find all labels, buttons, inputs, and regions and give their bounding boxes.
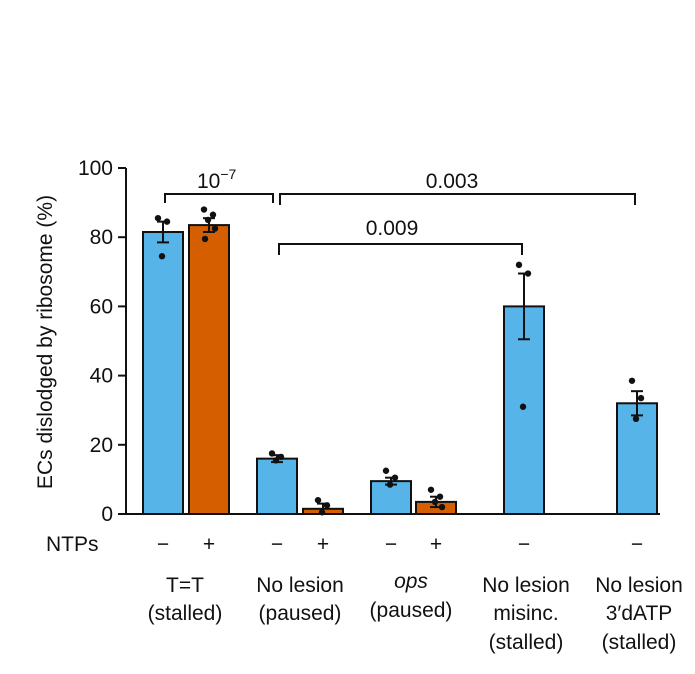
group-status-nolesion-paused: (paused) (259, 602, 342, 625)
group-label-ttt: T=T (166, 574, 204, 597)
data-point (201, 235, 209, 243)
group-label-misinc: No lesion (482, 574, 570, 597)
group-sublabel-3dATP: 3′dATP (606, 602, 673, 625)
data-point (211, 225, 219, 232)
data-point (436, 493, 444, 500)
data-point (386, 481, 394, 488)
data-point (632, 415, 640, 423)
group-label-3dATP: No lesion (595, 574, 683, 597)
group-sublabel-misinc: misinc. (493, 602, 558, 625)
bars-layer (142, 206, 658, 516)
bracket-nolesion-vs-misinc (278, 243, 523, 255)
pvalue-ttt-vs-nolesion: 10−7 (197, 166, 237, 193)
data-point (431, 498, 439, 506)
y-tick-label-40: 40 (90, 365, 113, 388)
data-point (628, 377, 636, 384)
data-point (438, 503, 446, 511)
y-tick-label-60: 60 (90, 295, 113, 318)
group-status-misinc: (stalled) (489, 631, 564, 654)
ntp-sign-g4-0: − (631, 533, 643, 556)
data-point (268, 450, 276, 457)
bar-g0-minus (142, 231, 184, 515)
y-tick-label-20: 20 (90, 434, 113, 457)
bar-g1-minus (256, 457, 298, 516)
data-point (391, 474, 399, 481)
ntp-sign-g1-1: + (317, 533, 329, 556)
data-point (382, 467, 390, 474)
data-point (158, 253, 166, 260)
data-point (637, 394, 645, 402)
ntp-signs: − + − + − + − − (157, 533, 643, 556)
pvalue-nolesion-vs-3dATP: 0.003 (426, 170, 479, 193)
data-point (272, 457, 280, 464)
ntps-row-label: NTPs (46, 533, 99, 556)
y-tick-label-100: 100 (78, 157, 113, 180)
group-status-3dATP: (stalled) (602, 631, 677, 654)
pvalue-nolesion-vs-misinc: 0.009 (366, 217, 419, 240)
bar-g3-minus (503, 305, 545, 515)
group-label-ops: ops (394, 570, 428, 593)
ntp-sign-g0-0: − (157, 533, 169, 556)
data-point (163, 218, 171, 225)
ntp-sign-g2-0: − (385, 533, 397, 556)
group-label-nolesion-paused: No lesion (256, 574, 344, 597)
group-labels: T=T (stalled) No lesion (paused) ops (pa… (148, 570, 683, 654)
comparison-brackets: 10−7 0.003 0.009 (164, 166, 636, 255)
group-status-ops: (paused) (370, 599, 453, 622)
bracket-ttt-vs-nolesion (164, 193, 274, 203)
y-axis-ticks: 0 20 40 60 80 100 (78, 157, 126, 526)
group-status-ttt: (stalled) (148, 602, 223, 625)
data-point (204, 216, 212, 224)
data-point (519, 403, 527, 410)
data-point (154, 214, 162, 222)
data-point (427, 486, 435, 493)
data-point (209, 211, 217, 218)
y-axis-label: ECs dislodged by ribosome (%) (34, 195, 57, 489)
data-point (515, 261, 523, 269)
ntp-sign-g2-1: + (430, 533, 442, 556)
bracket-nolesion-vs-3dATP (279, 193, 636, 205)
data-point (314, 496, 322, 504)
ntp-sign-g0-1: + (203, 533, 215, 556)
ntp-sign-g3-0: − (518, 533, 530, 556)
data-point (524, 270, 532, 277)
data-point (200, 206, 208, 213)
y-tick-label-80: 80 (90, 226, 113, 249)
data-point (277, 453, 285, 461)
bar-g0-plus (188, 224, 230, 515)
ntp-sign-g1-0: − (271, 533, 283, 556)
pvalue-exponent: −7 (220, 166, 236, 182)
pvalue-base: 10 (197, 170, 220, 193)
y-tick-label-0: 0 (101, 503, 113, 526)
data-point (318, 509, 326, 516)
data-point (323, 502, 331, 509)
